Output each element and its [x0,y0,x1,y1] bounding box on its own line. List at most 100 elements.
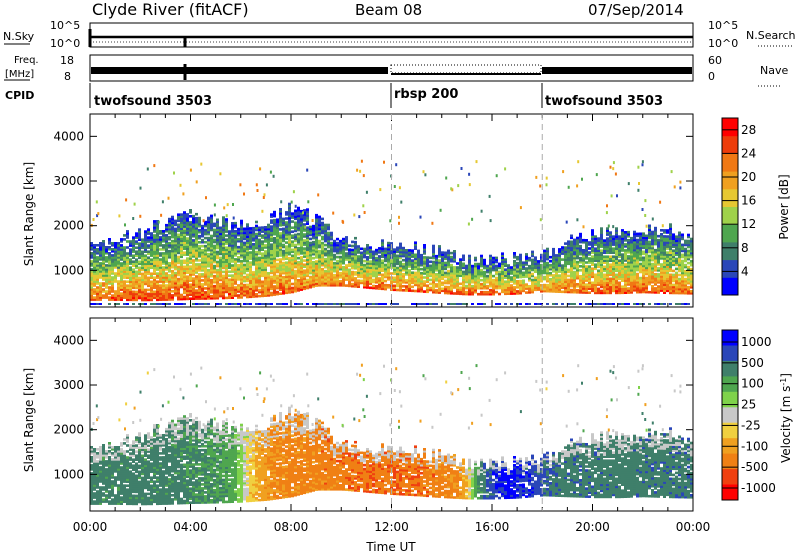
power-cell [321,257,324,261]
power-cell [258,246,261,250]
power-cell [210,254,213,258]
power-cell [168,217,171,221]
power-cell [417,265,420,269]
power-cell [162,284,165,287]
power-cell [597,259,600,262]
power-cell [444,291,447,295]
power-cell [405,287,408,290]
power-cell [549,284,552,287]
power-cell [573,256,576,260]
power-cell [162,254,165,257]
power-cell [129,242,132,245]
power-cell [336,241,339,245]
power-cell [285,255,288,258]
power-cell [246,295,249,299]
power-cell [264,260,267,263]
power-cell [210,274,213,278]
power-cell [327,278,330,281]
power-cell [345,303,348,305]
power-cell [180,283,183,287]
power-cell [225,218,228,221]
power-cell [120,276,123,279]
power-cell [558,254,561,257]
power-cell [639,276,642,280]
power-cell [480,282,483,286]
power-cell [105,250,108,253]
power-cell [240,239,243,243]
power-cell [183,239,186,242]
power-cell [147,238,150,241]
power-cell [582,253,585,256]
power-cell [615,269,618,273]
power-cell [369,256,372,259]
power-cell [315,242,318,245]
power-cell [216,246,219,250]
power-cell [234,234,237,237]
power-cell [117,272,120,275]
power-cell [156,288,159,291]
power-cell [594,239,597,242]
power-cell [330,271,333,275]
power-cell [297,279,300,282]
power-cell [513,272,516,275]
power-cell [273,261,276,264]
power-cell [198,224,201,228]
power-cell [651,234,654,238]
power-cell [639,282,642,286]
power-cell [375,268,378,272]
power-cell [438,263,441,266]
power-cell [297,224,300,228]
power-cell [465,276,468,280]
power-cell [258,272,261,276]
power-cell [135,290,138,294]
power-cell [561,284,564,287]
power-cell [156,264,159,267]
power-cell [615,239,618,242]
power-cell [540,255,543,259]
power-cell [633,283,636,286]
power-cell [240,241,243,245]
power-cell [579,303,582,305]
power-cell [240,219,243,223]
power-cell [348,256,351,259]
power-cell [579,287,582,290]
power-cell [198,247,201,250]
power-cell [492,258,495,262]
power-cell [288,218,291,222]
power-cell [126,236,129,239]
power-cell [150,284,153,288]
power-cell [456,266,459,269]
power-cell [135,282,138,286]
power-cell [429,264,432,268]
power-cell [300,282,303,285]
power-cell [411,279,414,282]
power-cell [567,303,570,305]
power-cell [624,281,627,284]
power-cell [459,292,462,296]
power-cell [312,263,315,266]
power-cell [258,303,261,305]
power-cell [306,218,309,221]
power-cell [222,226,225,229]
power-cell [558,288,561,291]
power-cell [447,269,450,273]
power-cell [417,267,420,271]
power-cell [579,248,582,252]
power-cell [345,278,348,281]
power-cell [309,283,312,287]
power-cell [414,253,417,257]
power-cell [450,278,453,281]
power-cell [612,289,615,293]
power-cell [264,238,267,241]
power-cell [108,282,111,285]
power-cell [96,280,99,283]
power-cell [570,236,573,240]
power-cell [201,275,204,278]
power-cell [579,269,582,272]
power-cell [309,265,312,269]
power-cell [303,229,306,232]
power-cell [567,290,570,294]
power-cell [282,267,285,271]
power-cell [285,221,288,224]
power-cell [549,286,552,289]
